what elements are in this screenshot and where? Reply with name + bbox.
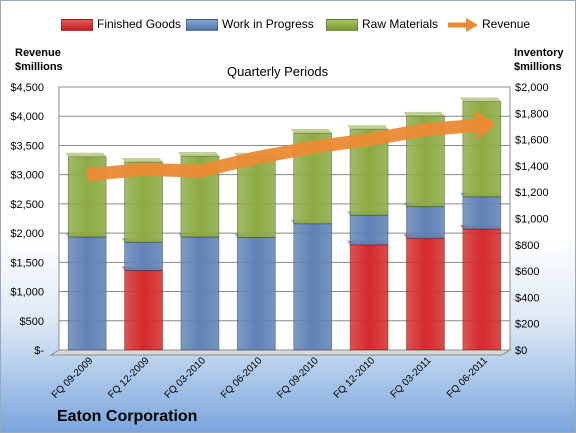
revenue-point [255, 157, 257, 159]
bar-work-in-progress [462, 196, 502, 230]
right-tick-label: $2,000 [515, 82, 549, 94]
category-label: FQ 03-2011 [389, 355, 434, 400]
left-tick-label: $1,500 [10, 257, 44, 269]
bar-top-raw-materials [459, 97, 501, 102]
right-axis-title-line2: $millions [514, 61, 562, 73]
revenue-point [481, 124, 483, 126]
revenue-point [312, 146, 314, 148]
category-label: FQ 12-2009 [106, 355, 152, 401]
right-tick-label: $1,800 [515, 108, 549, 120]
category-label: FQ 12-2010 [332, 355, 378, 401]
category-label: FQ 09-2009 [50, 355, 96, 401]
bar-finished-goods [124, 270, 163, 351]
legend-label-revenue: Revenue [482, 17, 531, 31]
left-tick-label: $3,500 [10, 140, 44, 152]
legend-swatch-work-in-progress [186, 19, 218, 31]
legend-swatch-raw-materials [326, 19, 358, 31]
revenue-line [86, 119, 477, 182]
revenue-arrowhead [474, 110, 496, 141]
right-axis-title: Inventory $millions [514, 46, 564, 74]
bar-finished-goods [462, 228, 502, 351]
bar-top-raw-materials [121, 157, 163, 162]
left-tick-label: $1,000 [10, 287, 44, 299]
category-label: FQ 03-2010 [163, 355, 209, 401]
chart-subtitle: Quarterly Periods [227, 64, 329, 79]
company-name: Eaton Corporation [57, 408, 198, 425]
left-tick-label: $500 [20, 316, 44, 328]
right-tick-label: $200 [515, 319, 539, 331]
legend-arrow-revenue [448, 18, 478, 32]
category-label: FQ 06-2010 [219, 355, 265, 401]
right-tick-label: $1,000 [515, 214, 549, 226]
left-tick-label: $- [34, 345, 44, 357]
revenue-point [143, 168, 145, 170]
right-tick-label: $1,400 [515, 161, 549, 173]
bar-finished-goods [349, 244, 389, 351]
bar-top-raw-materials [290, 129, 332, 134]
left-tick-label: $3,000 [10, 170, 44, 182]
right-tick-label: $1,600 [515, 135, 549, 147]
bar-top-raw-materials [65, 152, 107, 157]
bar-work-in-progress [180, 236, 220, 351]
right-tick-label: $1,200 [515, 187, 549, 199]
bar-work-in-progress [349, 214, 389, 246]
legend-label-work-in-progress: Work in Progress [222, 17, 314, 31]
left-tick-label: $4,500 [10, 82, 44, 94]
bar-raw-materials [236, 156, 276, 238]
revenue-point [86, 174, 88, 176]
right-axis-title-line1: Inventory [514, 47, 564, 59]
legend-swatch-finished-goods [61, 19, 93, 31]
right-tick-label: $600 [515, 266, 539, 278]
bar-top-raw-materials [403, 111, 445, 116]
left-axis-title-line1: Revenue [15, 47, 61, 59]
revenue-point [368, 139, 370, 141]
bar-work-in-progress [293, 223, 333, 351]
bar-work-in-progress [124, 241, 163, 271]
left-tick-label: $2,000 [10, 228, 44, 240]
revenue-point [199, 170, 201, 172]
left-axis-title-line2: $millions [15, 61, 63, 73]
revenue-point [424, 129, 426, 131]
left-tick-label: $2,500 [10, 199, 44, 211]
bar-work-in-progress [236, 237, 276, 351]
legend-label-finished-goods: Finished Goods [97, 17, 182, 31]
left-tick-label: $4,000 [10, 111, 44, 123]
bar-top-raw-materials [347, 125, 389, 130]
left-axis-title: Revenue $millions [15, 46, 63, 74]
bar-top-raw-materials [177, 152, 219, 157]
chart-floor [49, 349, 512, 356]
category-label: FQ 06-2011 [445, 355, 490, 400]
category-label: FQ 09-2010 [275, 355, 321, 401]
bar-finished-goods [406, 237, 445, 351]
bar-work-in-progress [67, 236, 107, 351]
bar-work-in-progress [406, 206, 445, 239]
right-tick-label: $800 [515, 240, 539, 252]
right-tick-label: $400 [515, 292, 539, 304]
legend-label-raw-materials: Raw Materials [362, 17, 439, 31]
right-tick-label: $0 [515, 345, 527, 357]
